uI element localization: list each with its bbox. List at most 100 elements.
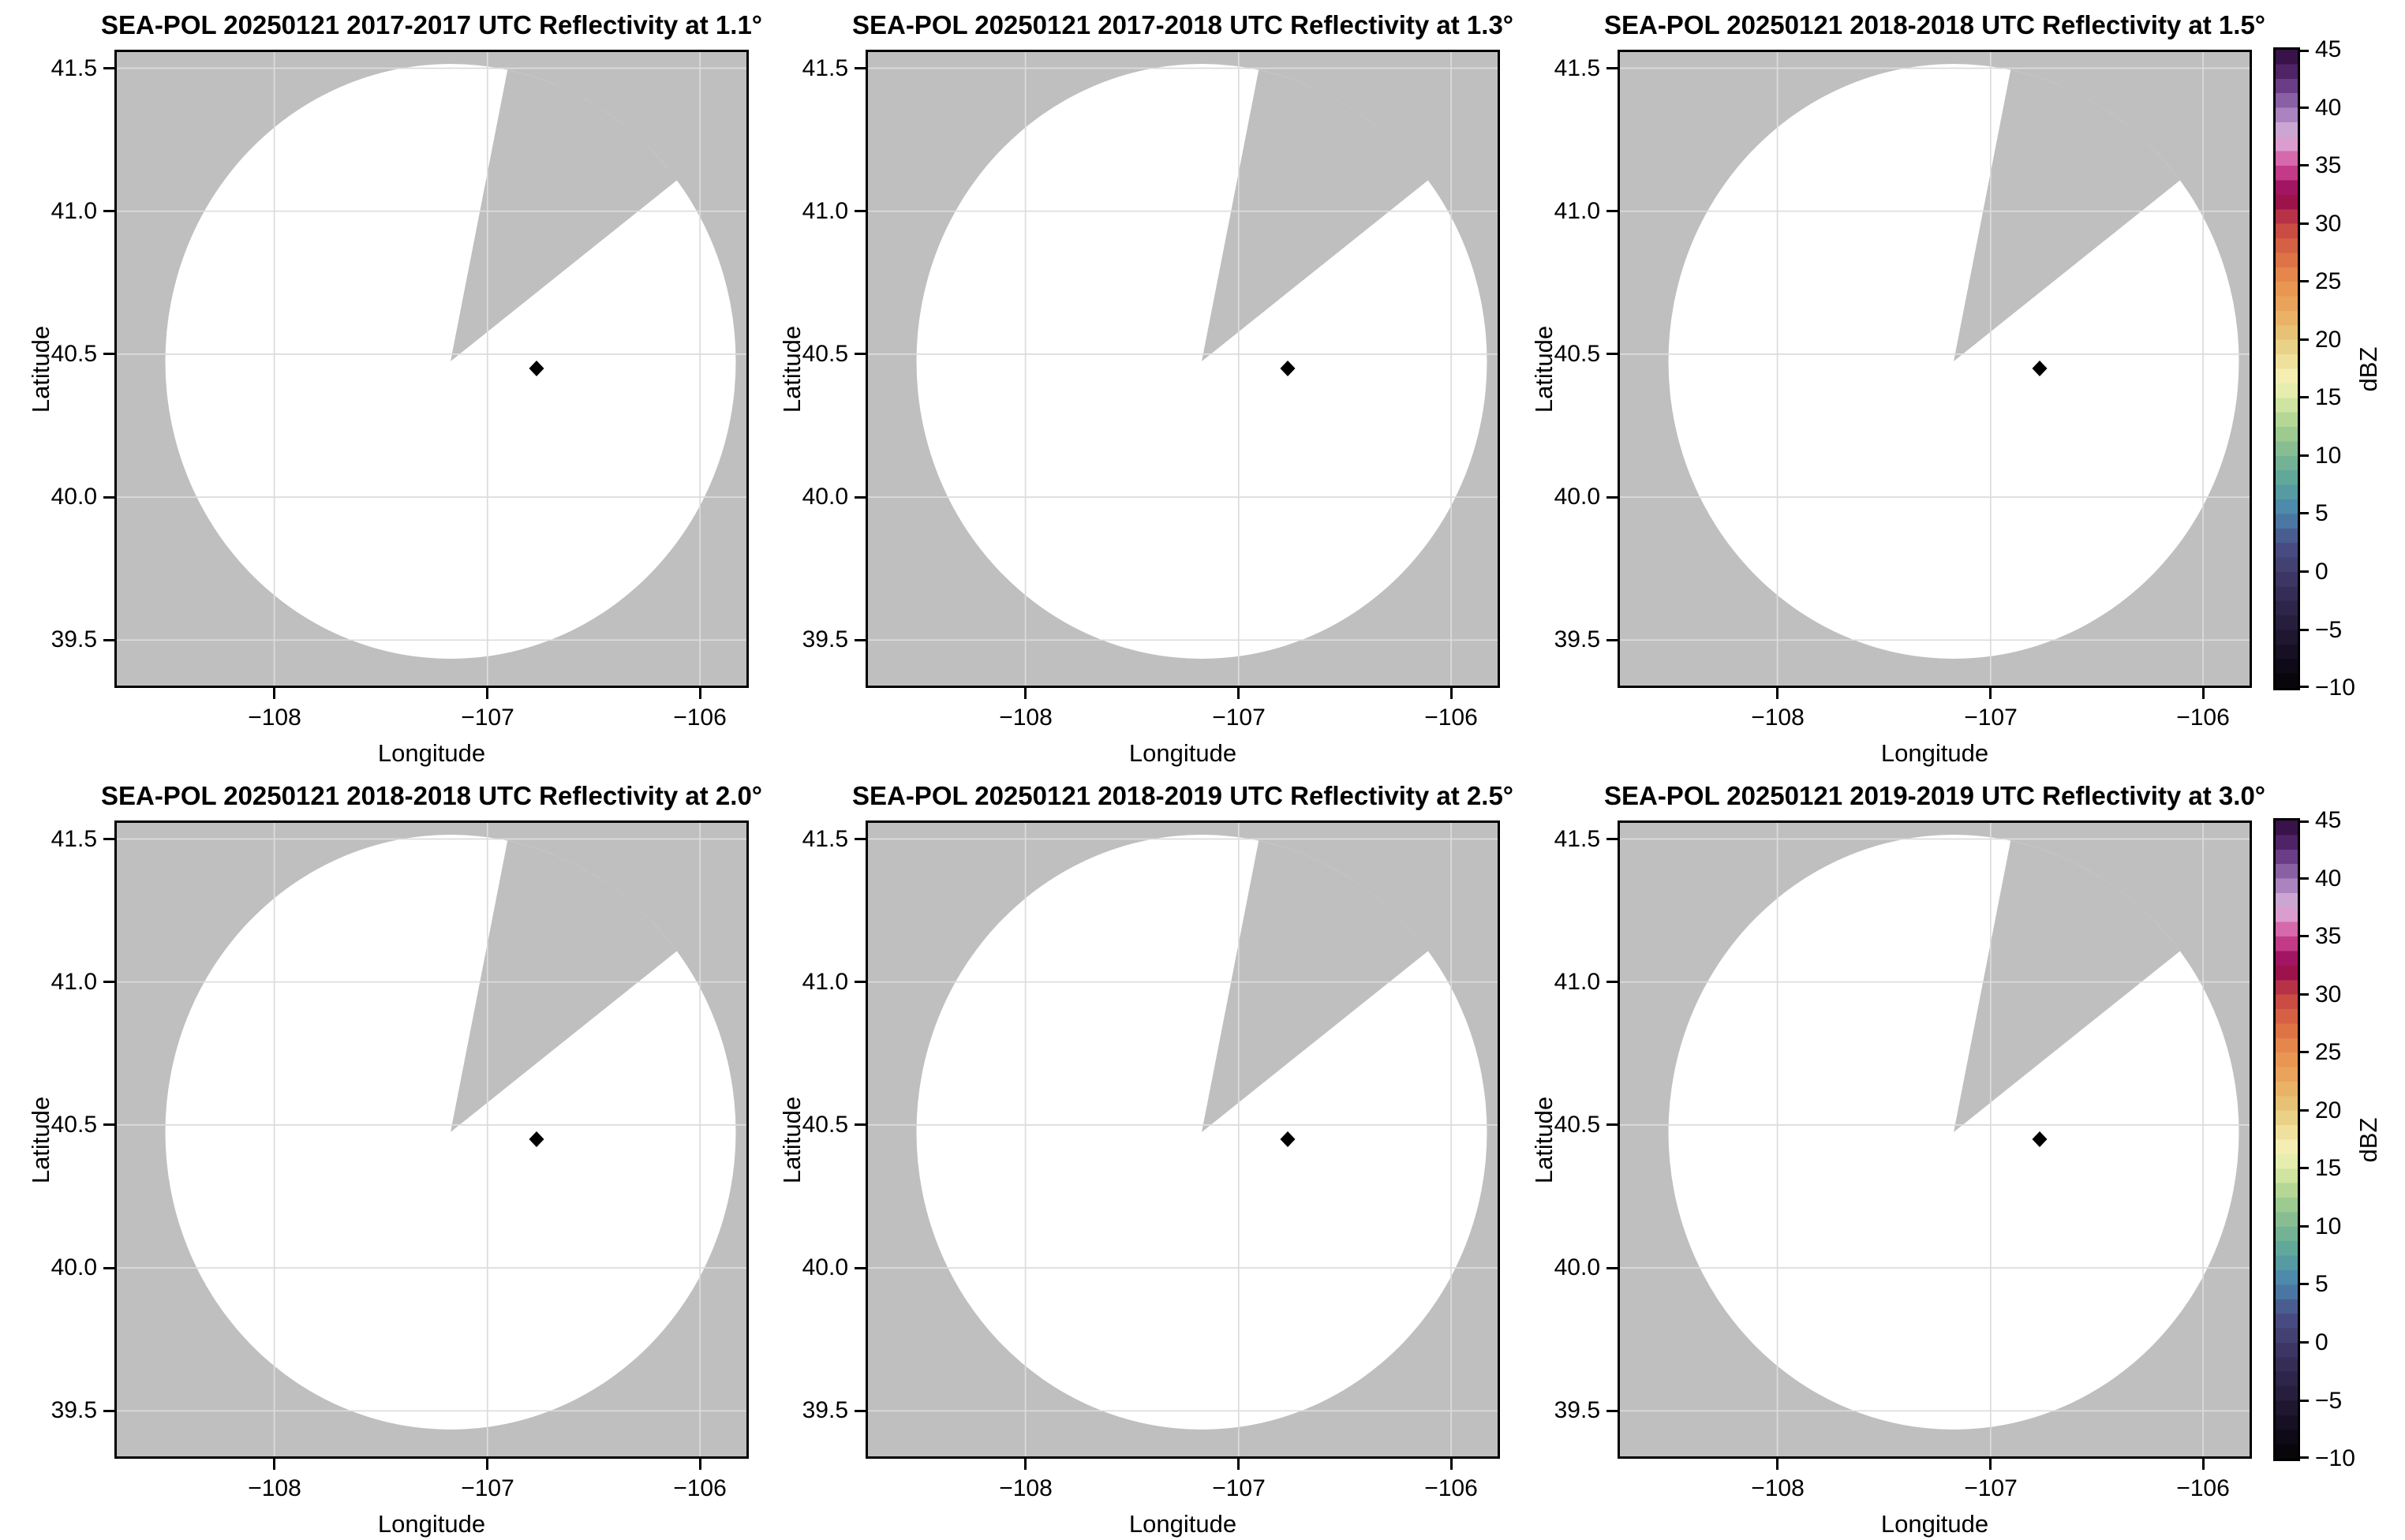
radar-plot bbox=[114, 820, 749, 1459]
colorbar-tick-mark bbox=[2298, 338, 2309, 341]
colorbar-tick-mark bbox=[2298, 993, 2309, 996]
y-tick-mark bbox=[103, 1267, 114, 1269]
y-axis-label: Latitude bbox=[27, 325, 54, 413]
colorbar-tick-mark bbox=[2298, 1167, 2309, 1169]
y-tick-mark bbox=[855, 981, 866, 983]
colorbar-row2: 45 40 35 30 25 20 15 10 5 0 −5 −10 dBZ bbox=[2273, 807, 2382, 1471]
radar-plot bbox=[1618, 50, 2252, 688]
x-tick-mark bbox=[1237, 688, 1240, 699]
colorbar-axis-label: dBZ bbox=[2355, 1117, 2382, 1162]
colorbar-tick-mark bbox=[2298, 1283, 2309, 1285]
x-axis-label: Longitude bbox=[377, 1510, 486, 1538]
y-tick-mark bbox=[103, 639, 114, 641]
y-tick-mark bbox=[1606, 639, 1618, 641]
colorbar-tick-mark bbox=[2298, 1225, 2309, 1228]
x-tick-mark bbox=[699, 688, 701, 699]
radar-plot bbox=[866, 50, 1500, 688]
x-tick-mark bbox=[486, 688, 488, 699]
x-tick-mark bbox=[1776, 688, 1779, 699]
y-tick-label: 41.5 bbox=[802, 55, 848, 81]
panel-title: SEA-POL 20250121 2018-2019 UTC Reflectiv… bbox=[851, 781, 1514, 810]
colorbar-tick-mark bbox=[2298, 935, 2309, 937]
x-tick-mark bbox=[1024, 1459, 1027, 1470]
y-tick-mark bbox=[855, 353, 866, 355]
x-tick-label: −106 bbox=[2176, 705, 2230, 731]
colorbar-tick-label: 5 bbox=[2315, 500, 2328, 526]
x-tick-label: −108 bbox=[1751, 1475, 1805, 1501]
colorbar-tick-label: 20 bbox=[2315, 327, 2342, 353]
colorbar-tick-label: 30 bbox=[2315, 211, 2342, 237]
y-tick-label: 40.5 bbox=[1554, 1112, 1600, 1138]
y-tick-mark bbox=[103, 67, 114, 69]
colorbar-tick-label: 0 bbox=[2315, 559, 2328, 585]
radar-ppi-svg bbox=[114, 820, 749, 1459]
colorbar-tick-mark bbox=[2298, 629, 2309, 631]
y-tick-mark bbox=[1606, 1267, 1618, 1269]
x-tick-mark bbox=[1989, 1459, 1992, 1470]
colorbar-gradient bbox=[2273, 47, 2300, 690]
panel-6: SEA-POL 20250121 2019-2019 UTC Reflectiv… bbox=[1530, 781, 2265, 1538]
colorbar-tick-label: 25 bbox=[2315, 1039, 2342, 1065]
y-tick-mark bbox=[103, 838, 114, 840]
radar-ppi-svg bbox=[866, 820, 1500, 1459]
colorbar-row1: 45 40 35 30 25 20 15 10 5 0 −5 −10 dBZ bbox=[2273, 36, 2382, 701]
colorbar-tick-label: 0 bbox=[2315, 1329, 2328, 1355]
colorbar-axis-label: dBZ bbox=[2355, 346, 2382, 391]
colorbar-tick-label: 35 bbox=[2315, 152, 2342, 178]
y-tick-label: 39.5 bbox=[802, 1397, 848, 1423]
y-tick-mark bbox=[855, 1123, 866, 1126]
x-tick-label: −106 bbox=[1424, 1475, 1478, 1501]
x-tick-label: −108 bbox=[248, 1475, 301, 1501]
y-tick-label: 40.5 bbox=[802, 341, 848, 367]
x-axis-label: Longitude bbox=[377, 739, 486, 767]
radar-plot bbox=[866, 820, 1500, 1459]
y-tick-label: 40.5 bbox=[1554, 341, 1600, 367]
panel-1: SEA-POL 20250121 2017-2017 UTC Reflectiv… bbox=[27, 10, 762, 767]
x-tick-label: −108 bbox=[248, 705, 301, 731]
colorbar-tick-mark bbox=[2298, 877, 2309, 880]
panel-title: SEA-POL 20250121 2017-2017 UTC Reflectiv… bbox=[100, 10, 763, 39]
y-tick-mark bbox=[103, 210, 114, 212]
y-tick-label: 41.5 bbox=[1554, 826, 1600, 852]
x-tick-mark bbox=[2202, 688, 2205, 699]
radar-plot bbox=[114, 50, 749, 688]
y-tick-label: 41.5 bbox=[50, 55, 97, 81]
panel-2: SEA-POL 20250121 2017-2018 UTC Reflectiv… bbox=[778, 10, 1513, 767]
y-tick-mark bbox=[855, 1267, 866, 1269]
colorbar-tick-label: 45 bbox=[2315, 36, 2342, 62]
x-tick-label: −107 bbox=[1212, 1475, 1266, 1501]
colorbar-tick-label: 10 bbox=[2315, 443, 2342, 469]
y-tick-mark bbox=[1606, 981, 1618, 983]
y-tick-mark bbox=[1606, 838, 1618, 840]
x-axis-label: Longitude bbox=[1880, 1510, 1989, 1538]
x-tick-mark bbox=[486, 1459, 488, 1470]
y-tick-mark bbox=[855, 67, 866, 69]
colorbar-tick-mark bbox=[2298, 107, 2309, 109]
colorbar-tick-mark bbox=[2298, 222, 2309, 225]
colorbar-tick-label: 40 bbox=[2315, 865, 2342, 891]
radar-ppi-svg bbox=[866, 50, 1500, 688]
y-axis-label: Latitude bbox=[1530, 325, 1558, 413]
colorbar-tick-label: −10 bbox=[2315, 1445, 2355, 1471]
x-tick-mark bbox=[273, 1459, 275, 1470]
y-tick-label: 39.5 bbox=[1554, 626, 1600, 652]
y-tick-label: 39.5 bbox=[802, 626, 848, 652]
y-tick-mark bbox=[103, 981, 114, 983]
colorbar-tick-label: 25 bbox=[2315, 268, 2342, 294]
colorbar-tick-label: −5 bbox=[2315, 617, 2343, 643]
y-tick-label: 40.5 bbox=[802, 1112, 848, 1138]
y-tick-mark bbox=[1606, 496, 1618, 499]
y-tick-label: 41.0 bbox=[50, 969, 97, 995]
x-tick-label: −107 bbox=[1212, 705, 1266, 731]
y-tick-label: 39.5 bbox=[50, 626, 97, 652]
colorbar-tick-label: 40 bbox=[2315, 95, 2342, 121]
colorbar-tick-label: 5 bbox=[2315, 1271, 2328, 1297]
y-tick-label: 40.0 bbox=[50, 484, 97, 510]
colorbar-tick-mark bbox=[2298, 1456, 2309, 1459]
y-tick-label: 40.0 bbox=[50, 1254, 97, 1280]
y-tick-mark bbox=[103, 496, 114, 499]
colorbar-tick-mark bbox=[2298, 50, 2309, 52]
colorbar-tick-label: 10 bbox=[2315, 1213, 2342, 1239]
y-tick-label: 40.0 bbox=[802, 484, 848, 510]
